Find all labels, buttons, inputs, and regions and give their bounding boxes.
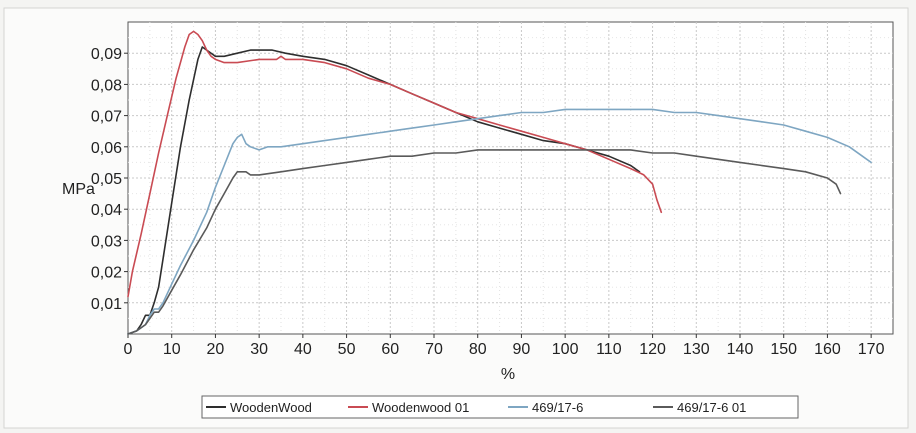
- legend-items: WoodenWood Woodenwood 01 469/17-6 469/17-6 …: [206, 400, 746, 415]
- x-tick-label: 40: [294, 341, 312, 358]
- x-axis-ticks: 0 10 20 30 40 50 60 70 80 90 100 110 120 130 140 150 160…: [124, 334, 885, 358]
- x-tick-label: 90: [513, 341, 531, 358]
- y-tick-label: 0,01: [91, 296, 122, 313]
- y-axis-label: MPa: [62, 181, 95, 198]
- y-tick-label: 0,02: [91, 265, 122, 282]
- x-tick-label: 160: [814, 341, 841, 358]
- series-line-4: [127, 149, 842, 335]
- grid-lines: [128, 22, 893, 334]
- y-tick-label: 0,05: [91, 171, 122, 188]
- legend-label: 469/17-6: [532, 400, 583, 415]
- x-tick-label: 110: [596, 341, 622, 358]
- x-tick-label: 130: [683, 341, 710, 358]
- x-tick-label: 60: [381, 341, 399, 358]
- x-tick-label: 50: [338, 341, 356, 358]
- plot-area: [127, 21, 894, 335]
- series-lines: [127, 30, 872, 335]
- y-tick-label: 0,09: [91, 46, 122, 63]
- x-tick-label: 0: [124, 341, 133, 358]
- x-tick-label: 150: [770, 341, 797, 358]
- x-tick-label: 170: [858, 341, 885, 358]
- x-tick-label: 70: [425, 341, 443, 358]
- legend-label: Woodenwood 01: [372, 400, 469, 415]
- y-tick-label: 0,06: [91, 140, 122, 157]
- series-line-1: [127, 46, 641, 335]
- x-tick-label: 10: [163, 341, 181, 358]
- y-tick-label: 0,04: [91, 202, 122, 219]
- y-axis-ticks: 0,01 0,02 0,03 0,04 0,05 0,06 0,07 0,08 0,09: [91, 46, 128, 313]
- series-line-3: [127, 108, 872, 335]
- y-tick-label: 0,07: [91, 109, 122, 126]
- x-tick-label: 100: [552, 341, 579, 358]
- x-tick-label: 120: [639, 341, 666, 358]
- y-tick-label: 0,03: [91, 233, 122, 250]
- x-tick-label: 140: [727, 341, 754, 358]
- x-axis-label: %: [501, 366, 515, 383]
- legend-label: 469/17-6 01: [677, 400, 746, 415]
- x-tick-label: 80: [469, 341, 487, 358]
- legend: WoodenWood Woodenwood 01 469/17-6 469/17-6 …: [201, 395, 799, 419]
- y-tick-label: 0,08: [91, 77, 122, 94]
- legend-box: [201, 395, 799, 419]
- legend-label: WoodenWood: [230, 400, 312, 415]
- x-tick-label: 30: [250, 341, 268, 358]
- series-line-2: [127, 30, 663, 298]
- x-tick-label: 20: [207, 341, 225, 358]
